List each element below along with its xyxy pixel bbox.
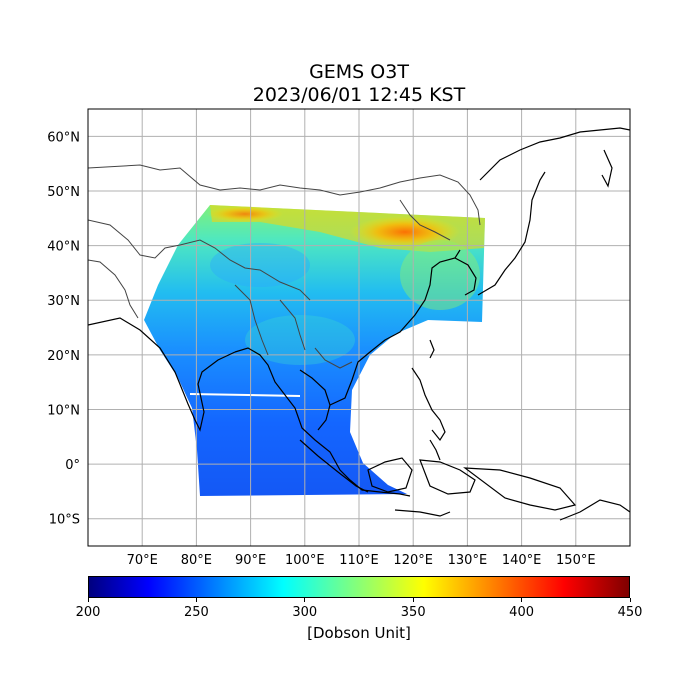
- colorbar-tick-label: 350: [400, 605, 426, 620]
- colorbar-tick-label: 250: [183, 605, 209, 620]
- lon-tick-label: 140°E: [502, 553, 542, 568]
- lat-tick-label: 10°N: [47, 403, 80, 418]
- colorbar-tick-mark: [304, 598, 306, 602]
- lon-tick-label: 130°E: [448, 553, 488, 568]
- colorbar-tick-label: 450: [617, 605, 643, 620]
- colorbar-label: [Dobson Unit]: [307, 624, 411, 642]
- map-frame: [87, 108, 631, 547]
- colorbar-tick-mark: [629, 598, 631, 602]
- lat-tick-label: 20°N: [47, 349, 80, 364]
- colorbar: [88, 576, 630, 598]
- colorbar-tick-mark: [412, 598, 414, 602]
- colorbar-tick-label: 400: [509, 605, 535, 620]
- chart-subtitle: 2023/06/01 12:45 KST: [252, 84, 466, 106]
- coastlines: [88, 127, 630, 521]
- ozone-field: [144, 205, 485, 496]
- lon-tick-label: 110°E: [339, 553, 379, 568]
- lon-tick-label: 80°E: [181, 553, 212, 568]
- lat-tick-label: 10°S: [49, 513, 80, 528]
- lat-tick-label: 30°N: [47, 294, 80, 309]
- lat-tick-label: 40°N: [47, 240, 80, 255]
- lon-tick-label: 70°E: [127, 553, 158, 568]
- lon-tick-label: 90°E: [235, 553, 266, 568]
- colorbar-tick-mark: [87, 598, 89, 602]
- colorbar-tick-label: 300: [292, 605, 318, 620]
- lon-tick-label: 120°E: [393, 553, 433, 568]
- country-borders: [88, 164, 481, 369]
- chart-title: GEMS O3T: [309, 61, 409, 83]
- lat-tick-label: 60°N: [47, 130, 80, 145]
- lon-tick-label: 150°E: [556, 553, 596, 568]
- colorbar-tick-label: 200: [75, 605, 101, 620]
- lat-tick-label: 0°: [65, 458, 80, 473]
- lat-tick-label: 50°N: [47, 185, 80, 200]
- colorbar-tick-mark: [195, 598, 197, 602]
- lon-tick-label: 100°E: [285, 553, 325, 568]
- colorbar-tick-mark: [521, 598, 523, 602]
